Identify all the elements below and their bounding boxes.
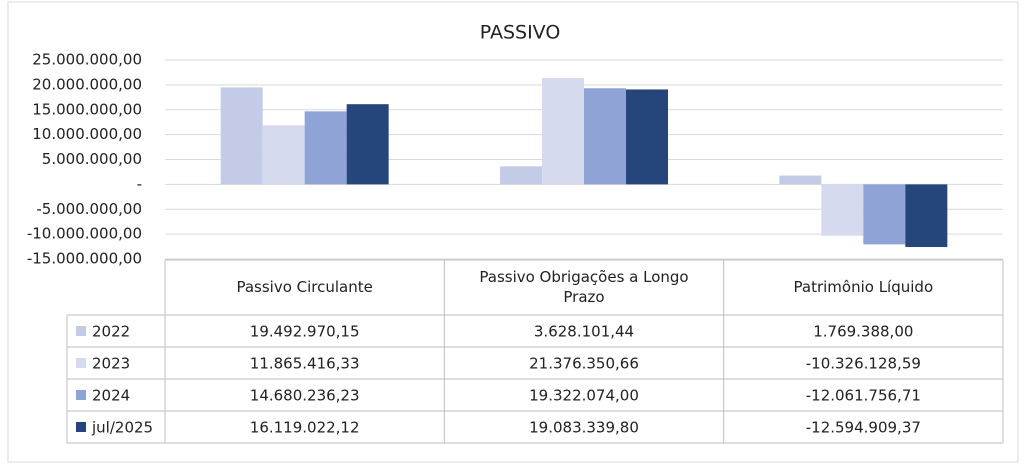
bar bbox=[262, 125, 305, 185]
data-label: 3.628.101,44 bbox=[534, 323, 634, 341]
y-tick-label: 5.000.000,00 bbox=[42, 150, 142, 168]
y-tick-label: 25.000.000,00 bbox=[32, 51, 142, 69]
y-tick-label: 15.000.000,00 bbox=[32, 100, 142, 118]
bar bbox=[346, 104, 389, 185]
y-tick-label: -15.000.000,00 bbox=[27, 250, 142, 268]
y-tick-label: -5.000.000,00 bbox=[36, 200, 142, 218]
y-tick-label: -10.000.000,00 bbox=[27, 225, 142, 243]
data-label: 19.492.970,15 bbox=[250, 323, 360, 341]
bar bbox=[304, 111, 347, 185]
data-label: -10.326.128,59 bbox=[806, 355, 921, 373]
x-tick-label: Patrimônio Líquido bbox=[793, 277, 934, 296]
data-label: 11.865.416,33 bbox=[250, 355, 360, 373]
x-tick-label-box: Passivo Obrigações a Longo Prazo bbox=[479, 268, 689, 306]
y-tick-label: 20.000.000,00 bbox=[32, 75, 142, 93]
bar bbox=[779, 175, 822, 185]
legend-label: 2023 bbox=[92, 355, 130, 373]
chart-title: PASSIVO bbox=[480, 22, 561, 44]
bar bbox=[905, 184, 948, 248]
legend-label: 2022 bbox=[92, 323, 130, 341]
bar bbox=[863, 184, 906, 245]
legend-swatch bbox=[76, 358, 86, 368]
y-tick-label: 10.000.000,00 bbox=[32, 125, 142, 143]
data-label: 21.376.350,66 bbox=[529, 355, 639, 373]
data-label: -12.061.756,71 bbox=[806, 387, 921, 405]
bar bbox=[821, 184, 864, 236]
data-label: 16.119.022,12 bbox=[250, 419, 360, 437]
legend-swatch bbox=[76, 390, 86, 400]
data-label: 1.769.388,00 bbox=[813, 323, 913, 341]
x-tick-label: Passivo Circulante bbox=[236, 277, 373, 296]
bar bbox=[584, 88, 626, 185]
data-label: 19.322.074,00 bbox=[529, 387, 639, 405]
data-label: -12.594.909,37 bbox=[806, 419, 921, 437]
x-tick-label-box: Patrimônio Líquido bbox=[793, 277, 934, 296]
bar bbox=[220, 87, 263, 185]
data-label: 19.083.339,80 bbox=[529, 419, 639, 437]
legend-swatch bbox=[76, 422, 86, 432]
x-tick-label-box: Passivo Circulante bbox=[236, 277, 373, 296]
legend-label: 2024 bbox=[92, 387, 130, 405]
legend-swatch bbox=[76, 326, 86, 336]
y-tick-label: - bbox=[137, 175, 142, 193]
x-tick-label: Passivo Obrigações a Longo Prazo bbox=[479, 268, 689, 306]
data-label: 14.680.236,23 bbox=[250, 387, 360, 405]
bar bbox=[500, 166, 542, 185]
legend-label: jul/2025 bbox=[91, 419, 153, 437]
bar bbox=[542, 78, 584, 185]
bar bbox=[626, 89, 668, 185]
